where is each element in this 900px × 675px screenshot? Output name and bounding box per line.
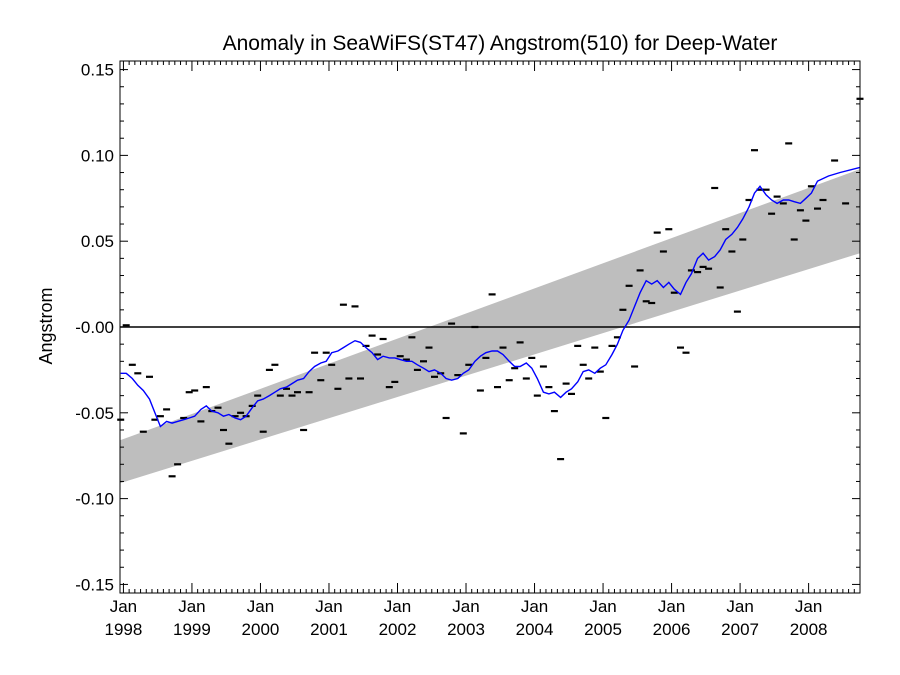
x-tick-year: 2005 — [584, 620, 622, 639]
y-tick-label: 0.10 — [81, 146, 114, 165]
y-axis-label: Angstrom — [36, 287, 56, 364]
y-tick-label: 0.05 — [81, 232, 114, 251]
x-tick-month: Jan — [521, 597, 548, 616]
x-tick-month: Jan — [795, 597, 822, 616]
trend-band — [120, 169, 860, 484]
x-tick-month: Jan — [247, 597, 274, 616]
x-tick-month: Jan — [452, 597, 479, 616]
x-tick-year: 1998 — [105, 620, 143, 639]
x-tick-year: 2006 — [653, 620, 691, 639]
x-tick-month: Jan — [726, 597, 753, 616]
x-tick-month: Jan — [315, 597, 342, 616]
x-tick-year: 2003 — [447, 620, 485, 639]
y-tick-label: -0.05 — [75, 404, 114, 423]
monthly-points-layer — [117, 97, 864, 478]
x-tick-month: Jan — [589, 597, 616, 616]
y-tick-label: 0.15 — [81, 61, 114, 80]
running-mean-layer — [120, 166, 861, 428]
axes-layer: 0.15 0.10 0.05 -0.00 -0.05 -0.10 -0.15 Jan 1998 J… — [75, 60, 861, 639]
y-tick-label: -0.10 — [75, 490, 114, 509]
y-tick-label: -0.00 — [75, 318, 114, 337]
x-tick-month: Jan — [658, 597, 685, 616]
x-tick-month: Jan — [178, 597, 205, 616]
x-tick-year: 2008 — [790, 620, 828, 639]
x-tick-year: 2001 — [310, 620, 348, 639]
trend-band-layer — [120, 169, 860, 484]
x-tick-year: 1999 — [173, 620, 211, 639]
chart-title: Anomaly in SeaWiFS(ST47) Angstrom(510) f… — [223, 32, 778, 55]
running-mean-line — [120, 166, 861, 428]
x-tick-month: Jan — [110, 597, 137, 616]
x-tick-month: Jan — [384, 597, 411, 616]
x-tick-year: 2000 — [242, 620, 280, 639]
x-tick-year: 2002 — [379, 620, 417, 639]
y-tick-label: -0.15 — [75, 575, 114, 594]
x-tick-year: 2007 — [721, 620, 759, 639]
x-tick-year: 2004 — [516, 620, 554, 639]
